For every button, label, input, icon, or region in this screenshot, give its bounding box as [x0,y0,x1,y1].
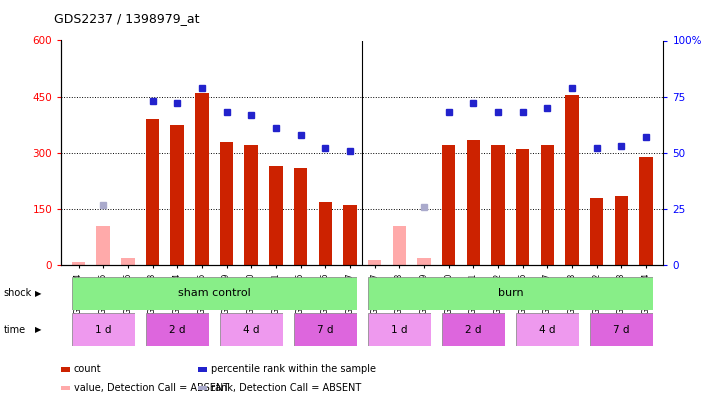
Bar [97,226,110,265]
Bar [294,168,307,265]
Bar [72,262,85,265]
Text: time: time [4,325,26,335]
Bar [319,202,332,265]
Bar [220,142,234,265]
Text: 7 d: 7 d [613,325,629,335]
Bar [146,119,159,265]
Bar [442,145,456,265]
Text: sham control: sham control [178,288,251,298]
Bar [392,226,406,265]
Text: 4 d: 4 d [539,325,556,335]
Bar [565,95,579,265]
Bar [170,125,184,265]
Text: ▶: ▶ [35,325,41,334]
Bar [491,145,505,265]
Bar [121,258,135,265]
Bar [269,166,283,265]
Bar [368,260,381,265]
Bar [343,205,357,265]
Text: GDS2237 / 1398979_at: GDS2237 / 1398979_at [54,12,200,25]
Text: 2 d: 2 d [169,325,185,335]
Text: count: count [74,364,101,374]
Text: 7 d: 7 d [317,325,334,335]
Bar [244,145,258,265]
Bar [195,93,208,265]
Text: ▶: ▶ [35,289,41,298]
Text: shock: shock [4,288,32,298]
Bar [466,140,480,265]
Bar [516,149,529,265]
Text: 1 d: 1 d [391,325,407,335]
Text: 2 d: 2 d [465,325,482,335]
Text: burn: burn [497,288,523,298]
Bar [640,157,653,265]
Text: 4 d: 4 d [243,325,260,335]
Bar [541,145,554,265]
Text: rank, Detection Call = ABSENT: rank, Detection Call = ABSENT [211,383,360,393]
Bar [590,198,603,265]
Bar [614,196,628,265]
Bar [417,258,430,265]
Text: value, Detection Call = ABSENT: value, Detection Call = ABSENT [74,383,229,393]
Text: 1 d: 1 d [95,325,112,335]
Text: percentile rank within the sample: percentile rank within the sample [211,364,376,374]
